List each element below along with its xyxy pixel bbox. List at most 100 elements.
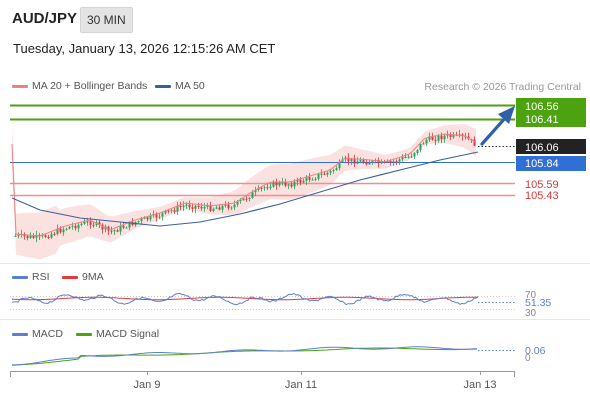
chart-header: AUD/JPY 30 MIN — [0, 0, 590, 36]
candle-body — [137, 221, 140, 223]
candle-body — [176, 205, 179, 212]
candle-body — [179, 205, 182, 207]
candle-body — [371, 160, 374, 164]
rsi-ma-swatch-icon — [62, 275, 78, 279]
price-label-text: 106.56 — [525, 101, 559, 113]
candle-body — [101, 224, 104, 230]
candle-body — [227, 204, 230, 209]
candle-body — [314, 178, 317, 180]
candle-body — [302, 180, 305, 183]
candle-body — [224, 204, 227, 206]
legend-macd-label: MACD — [32, 328, 63, 340]
legend-ma20-label: MA 20 + Bollinger Bands — [32, 80, 148, 92]
candle-body — [401, 157, 404, 160]
rsi-ma-line — [11, 296, 479, 301]
candle-body — [395, 161, 398, 163]
candle-body — [242, 198, 245, 201]
candle-body — [404, 157, 407, 159]
candle-body — [458, 134, 461, 136]
candle-body — [53, 233, 56, 235]
macd-swatch-icon — [12, 332, 28, 336]
price-label-text: 105.84 — [525, 158, 559, 170]
rsi-line — [11, 292, 479, 306]
candle-body — [299, 179, 302, 183]
legend-rsi-label: RSI — [32, 271, 50, 283]
candle-body — [293, 181, 296, 187]
candle-body — [239, 200, 242, 202]
candle-body — [248, 198, 251, 200]
x-tick-label: Jan 9 — [134, 379, 161, 391]
candle-body — [167, 210, 170, 212]
candle-body — [356, 161, 359, 164]
candle-body — [80, 223, 83, 225]
candle-body — [392, 161, 395, 163]
candle-body — [119, 225, 122, 232]
candle-body — [416, 150, 419, 154]
timeframe-button[interactable]: 30 MIN — [80, 7, 133, 33]
candle-body — [191, 207, 194, 209]
rsi-value-label: 51.35 — [525, 297, 551, 309]
candle-body — [251, 192, 254, 199]
candle-body — [449, 134, 452, 138]
candle-body — [35, 234, 38, 238]
candle-body — [335, 168, 338, 171]
candle-body — [68, 226, 71, 229]
candle-body — [221, 205, 224, 210]
candle-body — [437, 135, 440, 141]
candle-body — [365, 162, 368, 165]
candle-body — [362, 160, 365, 163]
candle-body — [446, 134, 449, 136]
chart-datetime: Tuesday, January 13, 2026 12:15:26 AM CE… — [13, 41, 276, 56]
legend-macd-signal-label: MACD Signal — [96, 328, 160, 340]
candle-body — [431, 136, 434, 140]
candle-body — [185, 204, 188, 206]
macd-line — [11, 346, 478, 366]
candle-body — [410, 156, 413, 158]
macd-zero-label: 0 — [525, 353, 531, 364]
candle-body — [275, 181, 278, 186]
candle-body — [329, 170, 332, 173]
candle-body — [200, 206, 203, 209]
candle-body — [368, 163, 371, 165]
candle-body — [161, 213, 164, 217]
macd-value-label: 0.06 — [525, 345, 546, 357]
candle-body — [158, 216, 161, 218]
candle-body — [98, 222, 101, 225]
candle-body — [212, 208, 215, 211]
candle-body — [146, 217, 149, 220]
candle-body — [272, 181, 275, 187]
candle-body — [398, 159, 401, 162]
macd-signal-line — [11, 347, 478, 366]
price-label-106-41: 106.41 — [516, 112, 586, 127]
candle-body — [407, 156, 410, 158]
candle-body — [428, 136, 431, 140]
candle-body — [77, 224, 80, 229]
candle-body — [260, 187, 263, 189]
candle-body — [440, 135, 443, 140]
candle-body — [434, 139, 437, 141]
legend-ma20: MA 20 + Bollinger Bands — [12, 80, 147, 92]
candle-body — [59, 228, 62, 233]
legend-macd: MACD — [12, 328, 63, 340]
price-label-106-06: 106.06 — [516, 139, 586, 154]
candle-body — [29, 235, 32, 238]
candle-body — [74, 225, 77, 229]
candle-body — [332, 170, 335, 172]
candle-body — [140, 218, 143, 222]
candle-body — [62, 229, 65, 233]
candle-body — [47, 237, 50, 239]
candle-body — [305, 177, 308, 181]
candle-body — [194, 205, 197, 209]
candle-body — [164, 210, 167, 214]
candle-body — [380, 161, 383, 164]
legend-ma50: MA 50 — [155, 80, 205, 92]
candle-body — [308, 177, 311, 180]
candle-body — [413, 153, 416, 157]
candle-body — [269, 186, 272, 188]
candle-body — [350, 158, 353, 162]
macd-signal-swatch-icon — [76, 332, 92, 336]
legend-ma50-label: MA 50 — [175, 80, 205, 92]
candle-body — [473, 139, 476, 146]
candle-body — [125, 227, 128, 229]
